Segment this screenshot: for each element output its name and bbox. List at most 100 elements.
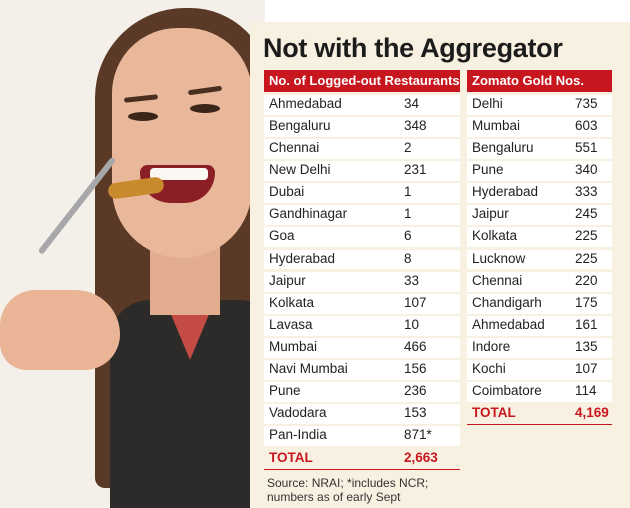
value-cell: 6 [404,228,412,244]
value-cell: 135 [575,338,598,354]
table-row: Gandhinagar 1 [264,205,460,226]
table-row: Ahmedabad 161 [467,315,612,336]
city-cell: Kolkata [472,228,518,244]
table-row: Pune 236 [264,382,460,402]
city-cell: Lavasa [269,316,313,332]
value-cell: 225 [575,228,598,244]
table-row: Bengaluru 551 [467,139,612,160]
table-row: Coimbatore 114 [467,382,612,402]
table-row: Chennai 2 [264,139,460,160]
table-row: Pune 340 [467,161,612,182]
value-cell: 466 [404,338,427,354]
left-table-header: No. of Logged-out Restaurants [264,70,460,92]
city-cell: Jaipur [472,206,509,222]
city-cell: Vadodara [269,405,327,421]
right-total-row: TOTAL 4,169 [467,405,612,425]
total-label: TOTAL [472,405,516,420]
source-note: Source: NRAI; *includes NCR; numbers as … [267,476,467,504]
value-cell: 871* [404,427,432,443]
city-cell: New Delhi [269,162,331,178]
value-cell: 735 [575,96,598,111]
value-cell: 245 [575,206,598,222]
table-row: Goa 6 [264,227,460,248]
city-cell: Mumbai [269,338,318,354]
value-cell: 8 [404,250,412,266]
value-cell: 107 [575,360,598,376]
page-title: Not with the Aggregator [263,33,563,63]
left-table: Ahmedabad 34 Bengaluru 348 Chennai 2 New De… [264,95,460,448]
table-row: Kolkata 107 [264,293,460,314]
table-row: Dubai 1 [264,183,460,204]
left-total-divider [264,469,460,470]
total-label: TOTAL [269,450,313,465]
value-cell: 551 [575,140,598,156]
city-cell: Delhi [472,96,503,111]
table-row: Chandigarh 175 [467,293,612,314]
right-total-divider [467,424,612,425]
table-row: New Delhi 231 [264,161,460,182]
value-cell: 1 [404,184,412,200]
city-cell: Kolkata [269,294,315,310]
city-cell: Pune [269,383,301,399]
total-value: 2,663 [404,450,438,465]
city-cell: Hyderabad [472,184,539,200]
city-cell: Coimbatore [472,383,542,399]
table-row: Vadodara 153 [264,404,460,424]
city-cell: Mumbai [472,118,521,134]
city-cell: Ahmedabad [269,96,342,111]
value-cell: 225 [575,250,598,266]
table-row: Mumbai 466 [264,337,460,358]
table-row: Kochi 107 [467,359,612,380]
table-row: Navi Mumbai 156 [264,359,460,380]
hand-shape [0,290,120,370]
value-cell: 220 [575,272,598,288]
left-total-row: TOTAL 2,663 [264,450,460,470]
right-table: Delhi 735 Mumbai 603 Bengaluru 551 Pune 340 … [467,95,612,404]
total-value: 4,169 [575,405,609,420]
teeth-shape [150,168,208,180]
right-eye-shape [190,104,220,113]
table-row: Ahmedabad 34 [264,95,460,115]
city-cell: Dubai [269,184,305,200]
city-cell: Chennai [472,272,523,288]
value-cell: 10 [404,316,420,332]
city-cell: Pune [472,162,504,178]
table-row: Mumbai 603 [467,117,612,137]
city-cell: Chennai [269,140,320,156]
table-row: Hyderabad 8 [264,249,460,270]
city-cell: Jaipur [269,272,306,288]
table-row: Delhi 735 [467,95,612,115]
city-cell: Bengaluru [269,118,331,134]
value-cell: 603 [575,118,598,134]
value-cell: 231 [404,162,427,178]
city-cell: Chandigarh [472,294,542,310]
city-cell: Navi Mumbai [269,360,348,376]
value-cell: 348 [404,118,427,134]
face-shape [112,28,252,258]
table-row: Jaipur 245 [467,205,612,226]
value-cell: 153 [404,405,427,421]
city-cell: Kochi [472,360,506,376]
table-row: Chennai 220 [467,271,612,292]
table-row: Pan-India 871* [264,426,460,447]
city-cell: Lucknow [472,250,526,266]
city-cell: Goa [269,228,295,244]
table-row: Indore 135 [467,337,612,358]
value-cell: 1 [404,206,412,222]
city-cell: Bengaluru [472,140,534,156]
city-cell: Gandhinagar [269,206,348,222]
city-cell: Pan-India [269,427,327,443]
value-cell: 236 [404,383,427,399]
value-cell: 156 [404,360,427,376]
source-line-1: Source: NRAI; *includes NCR; [267,476,429,490]
table-row: Kolkata 225 [467,227,612,248]
table-row: Jaipur 33 [264,271,460,292]
source-line-2: numbers as of early Sept [267,490,401,504]
value-cell: 114 [575,383,597,399]
woman-eating-photo [0,0,265,508]
value-cell: 34 [404,96,420,111]
city-cell: Hyderabad [269,250,336,266]
value-cell: 333 [575,184,598,200]
table-row: Hyderabad 333 [467,183,612,204]
value-cell: 340 [575,162,598,178]
